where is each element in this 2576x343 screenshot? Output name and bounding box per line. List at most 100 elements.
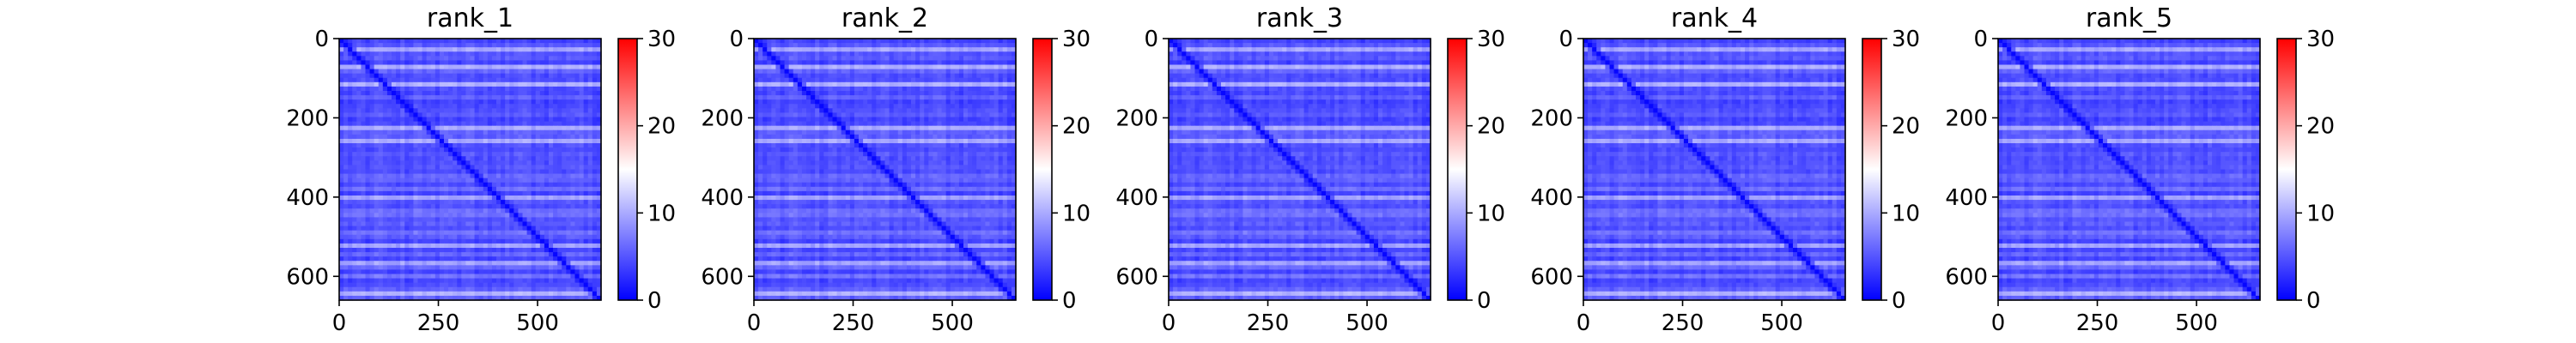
- heatmap-cell: [386, 165, 392, 171]
- heatmap-cell: [570, 43, 576, 48]
- heatmap-cell: [374, 178, 380, 184]
- heatmap-cell: [343, 274, 349, 280]
- heatmap-cell: [491, 226, 497, 232]
- heatmap-cell: [453, 282, 458, 288]
- heatmap-cell: [968, 121, 973, 127]
- heatmap-cell: [911, 51, 916, 57]
- heatmap-cell: [985, 39, 991, 44]
- heatmap-cell: [823, 69, 829, 75]
- heatmap-cell: [491, 252, 497, 257]
- heatmap-cell: [562, 248, 567, 253]
- heatmap-cell: [392, 134, 397, 140]
- heatmap-cell: [491, 112, 497, 118]
- heatmap-cell: [872, 60, 877, 66]
- heatmap-cell: [815, 91, 820, 96]
- heatmap-cell: [453, 169, 458, 175]
- heatmap-cell: [343, 134, 349, 140]
- heatmap-cell: [539, 291, 545, 297]
- heatmap-cell: [496, 86, 501, 92]
- heatmap-cell: [884, 81, 890, 87]
- heatmap-cell: [483, 73, 489, 79]
- heatmap-cell: [531, 186, 537, 192]
- heatmap-cell: [549, 295, 554, 301]
- heatmap-cell: [1011, 39, 1017, 44]
- heatmap-cell: [920, 81, 925, 87]
- heatmap-cell: [819, 112, 824, 118]
- heatmap-cell: [509, 95, 514, 100]
- heatmap-cell: [544, 204, 550, 209]
- heatmap-cell: [544, 121, 550, 127]
- heatmap-cell: [535, 73, 541, 79]
- heatmap-cell: [539, 147, 545, 153]
- heatmap-cell: [950, 125, 956, 131]
- heatmap-cell: [386, 77, 392, 83]
- heatmap-cell: [426, 221, 432, 227]
- heatmap-cell: [570, 204, 576, 209]
- heatmap-cell: [361, 91, 367, 96]
- heatmap-cell: [579, 156, 585, 161]
- heatmap-cell: [369, 69, 375, 75]
- heatmap-cell: [483, 91, 489, 96]
- heatmap-cell: [513, 282, 519, 288]
- heatmap-cell: [998, 95, 1004, 100]
- heatmap-cell: [832, 121, 838, 127]
- heatmap-cell: [434, 156, 440, 161]
- heatmap-cell: [526, 226, 532, 232]
- heatmap-cell: [465, 147, 471, 153]
- heatmap-cell: [409, 190, 415, 196]
- heatmap-cell: [417, 121, 423, 127]
- heatmap-cell: [439, 213, 445, 219]
- heatmap-cell: [592, 60, 598, 66]
- heatmap-cell: [797, 95, 803, 100]
- heatmap-cell: [583, 243, 589, 249]
- heatmap-cell: [509, 182, 514, 188]
- heatmap-cell: [413, 86, 419, 92]
- heatmap-cell: [453, 108, 458, 114]
- heatmap-cell: [374, 238, 380, 244]
- heatmap-cell: [396, 169, 401, 175]
- heatmap-cell: [505, 47, 510, 52]
- heatmap-cell: [937, 125, 943, 131]
- heatmap-cell: [386, 256, 392, 262]
- heatmap-cell: [863, 91, 868, 96]
- heatmap-cell: [522, 77, 528, 83]
- heatmap-cell: [592, 69, 598, 75]
- heatmap-cell: [430, 230, 436, 236]
- heatmap-cell: [557, 169, 562, 175]
- heatmap-cell: [884, 108, 890, 114]
- heatmap-cell: [587, 213, 593, 219]
- heatmap-cell: [531, 278, 537, 284]
- heatmap-cell: [989, 47, 995, 52]
- heatmap-cell: [457, 196, 462, 201]
- heatmap-cell: [365, 238, 371, 244]
- heatmap-cell: [797, 112, 803, 118]
- heatmap-cell: [897, 125, 903, 131]
- heatmap-cell: [583, 213, 589, 219]
- heatmap-cell: [444, 261, 449, 266]
- heatmap-cell: [780, 39, 786, 44]
- heatmap-cell: [539, 200, 545, 205]
- heatmap-cell: [958, 64, 964, 70]
- heatmap-cell: [409, 121, 415, 127]
- heatmap-cell: [392, 286, 397, 292]
- heatmap-cell: [348, 217, 353, 223]
- heatmap-cell: [409, 138, 415, 144]
- heatmap-cell: [915, 129, 920, 135]
- heatmap-cell: [378, 265, 384, 271]
- heatmap-cell: [889, 47, 895, 52]
- heatmap-cell: [470, 213, 476, 219]
- heatmap-cell: [811, 108, 816, 114]
- heatmap-cell: [544, 51, 550, 57]
- heatmap-cell: [382, 129, 388, 135]
- heatmap-cell: [470, 196, 476, 201]
- heatmap-cell: [396, 56, 401, 62]
- heatmap-cell: [570, 252, 576, 257]
- heatmap-cell: [924, 43, 929, 48]
- heatmap-cell: [526, 234, 532, 240]
- heatmap-cell: [461, 274, 467, 280]
- heatmap-cell: [976, 108, 981, 114]
- heatmap-cell: [378, 274, 384, 280]
- heatmap-cell: [828, 125, 834, 131]
- heatmap-cell: [513, 208, 519, 214]
- heatmap-cell: [444, 64, 449, 70]
